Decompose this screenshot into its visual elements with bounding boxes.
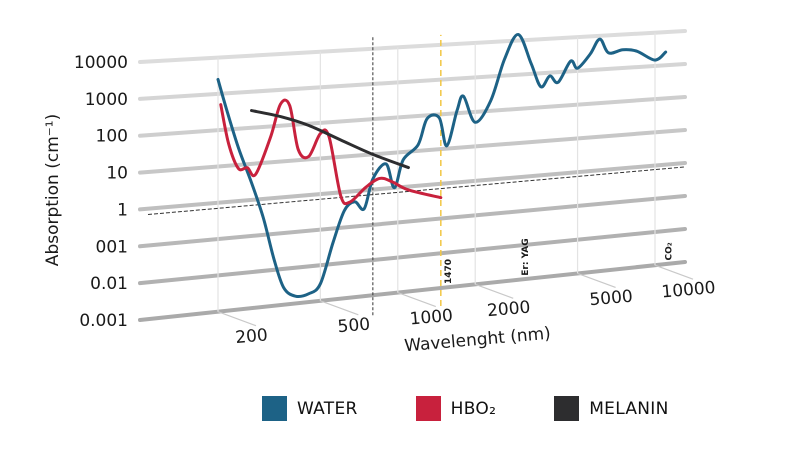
x-tick-label: 5000 — [589, 287, 634, 311]
y-tick-label: 10000 — [74, 53, 128, 73]
y-gridline — [138, 227, 687, 286]
y-gridline — [138, 95, 687, 138]
series-melanin-line — [250, 109, 410, 170]
y-gridline — [138, 260, 687, 322]
x-tick-label: 200 — [235, 325, 269, 348]
y-tick-label: 10 — [106, 164, 128, 184]
y-tick-labels: 10000 1000 100 10 1 001 0.01 0.001 — [74, 53, 128, 331]
annotation-label: CO₂ — [665, 242, 675, 260]
y-tick-label: 0.01 — [90, 274, 128, 294]
legend-swatch-hbo2 — [415, 396, 441, 421]
x-tick-label: 1000 — [409, 306, 454, 330]
legend-label-water: WATER — [297, 398, 358, 419]
y-tick-label: 100 — [96, 127, 128, 147]
y-gridline — [138, 62, 687, 101]
series-water-line — [216, 32, 668, 299]
legend-swatch-melanin — [554, 396, 580, 421]
x-tick-label: 2000 — [486, 297, 531, 321]
y-gridline — [138, 29, 687, 64]
x-floor-tick — [577, 272, 616, 288]
annotation-label: 1470 — [444, 259, 454, 284]
annotation-labels: 1470 Er: YAG CO₂ — [444, 238, 675, 284]
x-floor-tick — [217, 311, 257, 327]
legend-item-water: WATER — [262, 396, 358, 421]
series-lines — [216, 32, 668, 299]
x-floor-tick — [320, 300, 359, 316]
y-tick-label: 001 — [96, 237, 128, 257]
y-tick-label: 1000 — [85, 90, 128, 110]
legend: WATER HBO₂ MELANIN — [262, 396, 727, 421]
y-tick-label: 0.001 — [79, 311, 128, 331]
y-tick-label: 1 — [117, 200, 128, 220]
y-axis-title: Absorption (cm⁻¹) — [43, 114, 63, 266]
legend-swatch-water — [262, 396, 287, 421]
annotation-label: Er: YAG — [521, 238, 531, 275]
grid-lines — [138, 29, 687, 322]
x-axis-title: Wavelenght (nm) — [404, 324, 552, 357]
series-hbo-line — [219, 98, 443, 206]
x-tick-label: 10000 — [661, 278, 717, 303]
legend-label-melanin: MELANIN — [589, 398, 669, 419]
legend-item-hbo2: HBO₂ — [415, 396, 497, 421]
x-tick-label: 500 — [337, 314, 371, 337]
x-tick-labels: 200 500 1000 2000 5000 10000 — [235, 278, 717, 348]
legend-item-melanin: MELANIN — [554, 396, 668, 421]
y-gridline — [138, 194, 687, 249]
x-floor-tick — [475, 283, 514, 299]
x-floor-tick — [397, 292, 436, 308]
x-floor-tick — [654, 264, 694, 280]
y-gridline — [138, 161, 687, 212]
reference-lines — [147, 34, 686, 316]
vertical-grid-lines — [217, 32, 694, 327]
legend-label-hbo2: HBO₂ — [450, 398, 497, 419]
